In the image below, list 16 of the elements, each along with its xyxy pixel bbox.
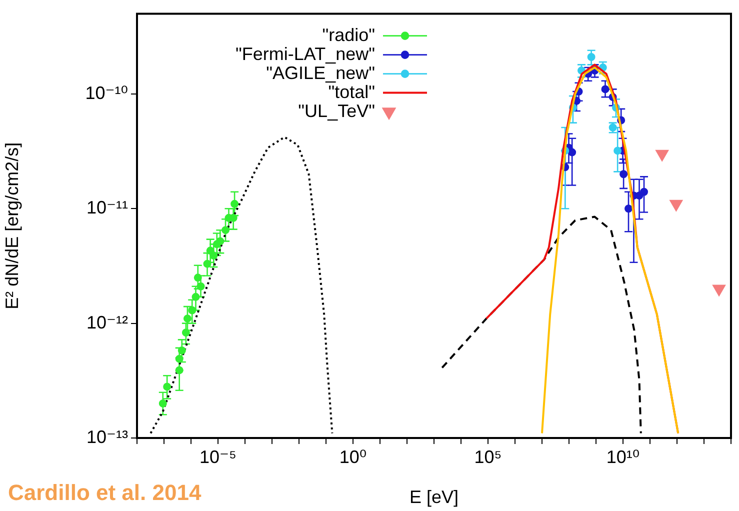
- x-tick-label: 10⁵: [474, 446, 502, 467]
- y-tick-label: 10⁻¹³: [86, 426, 128, 447]
- y-tick-label: 10⁻¹¹: [86, 198, 128, 218]
- legend-label: "total": [328, 82, 375, 102]
- legend-label: "Fermi-LAT_new": [236, 44, 375, 64]
- text: Cardillo et al. 2014: [8, 480, 202, 505]
- x-axis-title: E [eV]: [409, 487, 459, 508]
- legend-label: "UL_TeV": [298, 100, 375, 121]
- y-tick-label: 10⁻¹²: [86, 312, 128, 332]
- legend-label: "radio": [322, 24, 375, 45]
- legend-label: "AGILE_new": [266, 62, 375, 83]
- x-tick-label: 10⁻⁵: [200, 446, 236, 467]
- x-tick-label: 10¹⁰: [606, 446, 640, 467]
- x-tick-label: 10⁰: [339, 446, 367, 467]
- y-axis-title: E² dN/dE [erg/cm2/s]: [2, 142, 22, 310]
- y-tick-label: 10⁻¹⁰: [85, 82, 128, 103]
